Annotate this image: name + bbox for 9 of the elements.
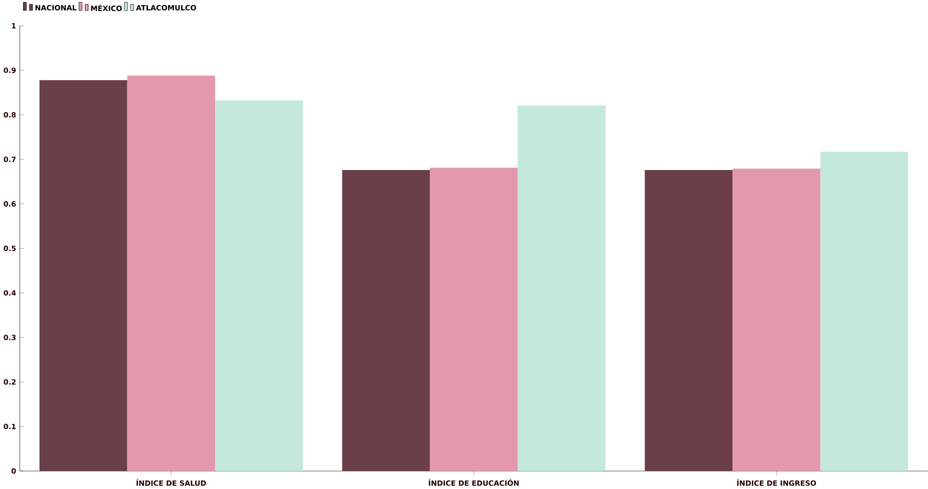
bar	[518, 105, 606, 471]
bar	[215, 100, 303, 471]
bar	[732, 168, 820, 471]
bar	[127, 76, 216, 471]
bar	[342, 170, 430, 471]
bar	[430, 168, 518, 471]
bar	[644, 170, 733, 471]
bar	[820, 152, 908, 471]
bar	[39, 80, 128, 471]
